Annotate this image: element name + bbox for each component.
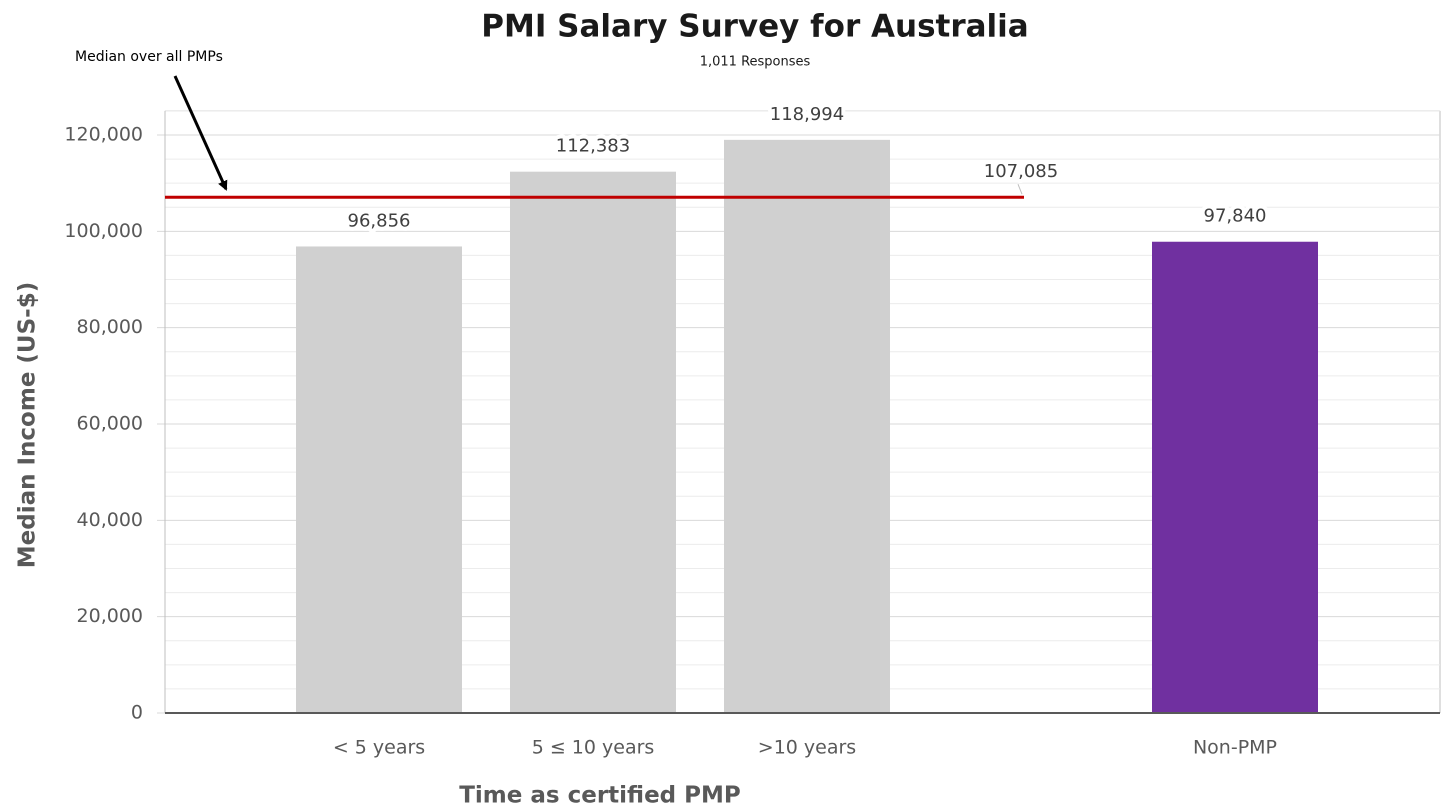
data-label: 96,856 bbox=[348, 210, 411, 231]
data-label: 118,994 bbox=[770, 104, 844, 125]
y-tick-label: 120,000 bbox=[64, 124, 143, 146]
y-tick-label: 0 bbox=[131, 702, 143, 724]
bar bbox=[510, 171, 676, 714]
y-tick-label: 100,000 bbox=[64, 220, 143, 242]
y-tick-label: 20,000 bbox=[77, 605, 143, 627]
y-tick-label: 40,000 bbox=[77, 509, 143, 531]
x-tick-label: < 5 years bbox=[333, 737, 425, 759]
marks bbox=[165, 139, 1440, 714]
x-axis-label: Time as certified PMP bbox=[459, 783, 741, 809]
x-tick-label: Non-PMP bbox=[1193, 737, 1277, 759]
chart-title: PMI Salary Survey for Australia bbox=[481, 9, 1028, 45]
data-label: 112,383 bbox=[556, 136, 630, 157]
bar bbox=[724, 139, 890, 713]
bar bbox=[1152, 241, 1318, 713]
reference-label: 107,085 bbox=[984, 161, 1058, 182]
bar bbox=[296, 246, 462, 713]
y-tick-label: 80,000 bbox=[77, 316, 143, 338]
chart-subtitle: 1,011 Responses bbox=[700, 55, 811, 70]
x-tick-label: 5 ≤ 10 years bbox=[532, 737, 655, 759]
annotation: Median over all PMPs bbox=[75, 49, 223, 65]
reference-leader bbox=[1017, 184, 1023, 195]
y-tick-label: 60,000 bbox=[77, 413, 143, 435]
y-axis-label: Median Income (US-$) bbox=[15, 282, 41, 569]
annotation-arrow bbox=[173, 75, 228, 191]
data-label: 97,840 bbox=[1204, 206, 1267, 227]
x-tick-label: >10 years bbox=[758, 737, 856, 759]
